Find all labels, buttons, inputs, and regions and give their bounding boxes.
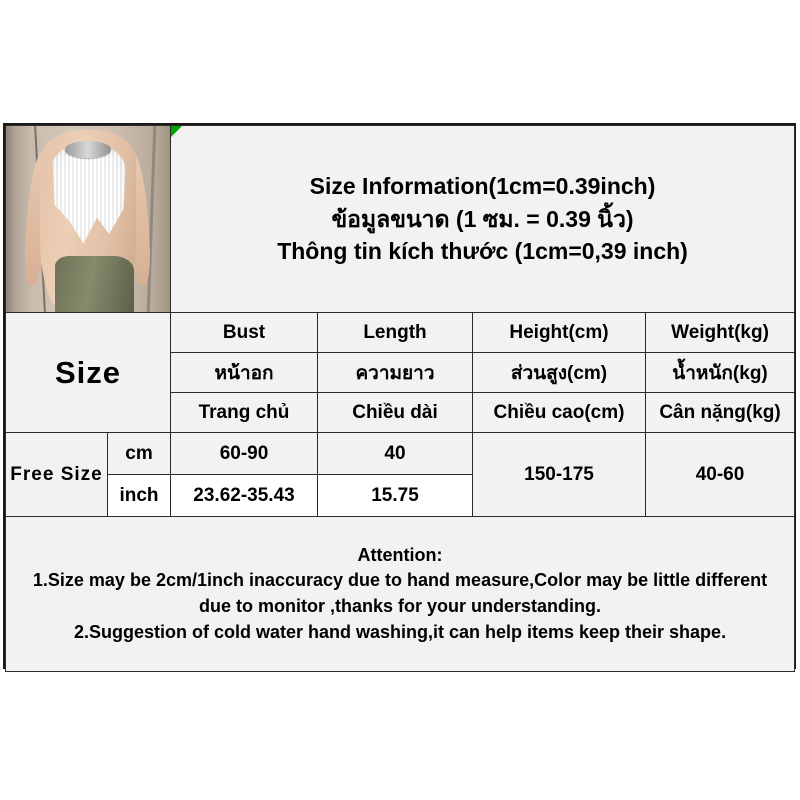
value-length-cm: 40 — [317, 432, 473, 475]
header-height-en: Height(cm) — [472, 312, 646, 353]
header-weight-vi: Cân nặng(kg) — [644, 392, 796, 433]
table-row-inch: inch 23.62-35.43 15.75 — [6, 474, 795, 517]
unit-cm: cm — [107, 432, 171, 475]
size-column-label: Size — [5, 312, 171, 433]
attention-cell: Attention: 1.Size may be 2cm/1inch inacc… — [4, 516, 796, 672]
banner-row: Size Information(1cm=0.39inch) ข้อมูลขนา… — [5, 125, 796, 313]
header-bust-th: หน้าอก — [170, 352, 318, 393]
attention-row: Attention: 1.Size may be 2cm/1inch inacc… — [4, 516, 796, 672]
attention-line-1: 1.Size may be 2cm/1inch inaccuracy due t… — [32, 570, 768, 591]
table-row-cm: Free Size cm 60-90 40 150-175 40-60 — [5, 432, 796, 517]
product-photo-cell — [5, 125, 171, 313]
header-bust-vi: Trang chủ — [170, 392, 318, 433]
value-bust-cm: 60-90 — [170, 432, 318, 475]
green-comment-marker-icon — [171, 126, 182, 137]
size-chart-table: Size Information(1cm=0.39inch) ข้อมูลขนา… — [4, 125, 796, 672]
attention-title: Attention: — [357, 544, 443, 565]
photo-neck-chain — [65, 140, 111, 158]
photo-skirt — [55, 256, 134, 312]
attention-line-2: due to monitor ,thanks for your understa… — [199, 596, 602, 616]
header-length-th: ความยาว — [317, 352, 473, 393]
header-weight-en: Weight(kg) — [644, 312, 796, 353]
value-bust-inch: 23.62-35.43 — [170, 474, 318, 517]
header-row-vi: Trang chủ Chiều dài Chiều cao(cm) Cân nặ… — [6, 392, 796, 433]
unit-inch: inch — [107, 474, 171, 517]
attention-line-3: 2.Suggestion of cold water hand washing,… — [73, 621, 727, 642]
header-length-vi: Chiều dài — [317, 392, 473, 433]
heading-line-en: Size Information(1cm=0.39inch) — [309, 173, 656, 200]
value-weight: 40-60 — [644, 432, 796, 517]
heading-line-th: ข้อมูลขนาด (1 ซม. = 0.39 นิ้ว) — [331, 205, 634, 232]
size-chart-sheet: Size Information(1cm=0.39inch) ข้อมูลขนา… — [3, 123, 796, 672]
heading-cell: Size Information(1cm=0.39inch) ข้อมูลขนา… — [169, 125, 796, 313]
value-height: 150-175 — [472, 432, 646, 517]
header-row-en: Size Bust Length Height(cm) Weight(kg) — [5, 312, 796, 433]
header-weight-th: น้ำหนัก(kg) — [644, 352, 796, 393]
heading-line-vi: Thông tin kích thước (1cm=0,39 inch) — [277, 238, 688, 265]
row-label-free-size: Free Size — [5, 432, 108, 517]
header-height-vi: Chiều cao(cm) — [472, 392, 646, 433]
header-row-th: หน้าอก ความยาว ส่วนสูง(cm) น้ำหนัก(kg) — [6, 352, 796, 393]
value-length-inch: 15.75 — [317, 474, 473, 517]
header-height-th: ส่วนสูง(cm) — [472, 352, 646, 393]
header-length-en: Length — [317, 312, 473, 353]
product-photo — [6, 126, 170, 312]
header-bust-en: Bust — [170, 312, 318, 353]
